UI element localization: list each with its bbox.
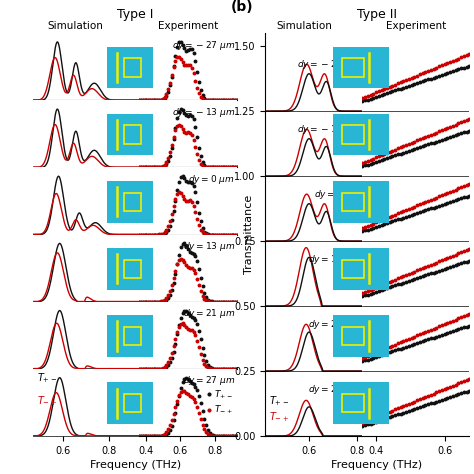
Text: Experiment: Experiment	[386, 21, 446, 31]
Text: $T_{-+}$: $T_{-+}$	[37, 394, 57, 408]
Text: $dy = -27$ μm: $dy = -27$ μm	[172, 38, 235, 52]
Text: $T_{+-}$: $T_{+-}$	[37, 371, 57, 385]
Text: Simulation: Simulation	[276, 21, 332, 31]
Text: $dy = 0$ μm: $dy = 0$ μm	[189, 173, 235, 186]
Text: $dy = 27$ μm: $dy = 27$ μm	[308, 383, 360, 396]
Text: $dy = 21$ μm: $dy = 21$ μm	[308, 318, 360, 331]
Text: $dy = -13$ μm: $dy = -13$ μm	[297, 123, 360, 136]
Text: $dy = -27$ μm: $dy = -27$ μm	[297, 58, 360, 71]
Text: Frequency (THz): Frequency (THz)	[90, 460, 181, 470]
Text: Experiment: Experiment	[158, 21, 218, 31]
Text: Type II: Type II	[357, 9, 397, 21]
Text: $dy = 21$ μm: $dy = 21$ μm	[183, 307, 235, 320]
Text: Transmittance: Transmittance	[244, 195, 254, 274]
Text: Frequency (THz): Frequency (THz)	[331, 460, 422, 470]
Text: Simulation: Simulation	[48, 21, 103, 31]
Text: $dy = 27$ μm: $dy = 27$ μm	[183, 374, 235, 387]
Text: $dy = -13$ μm: $dy = -13$ μm	[172, 106, 235, 118]
Text: $T_{-+}$: $T_{-+}$	[269, 410, 289, 424]
Text: $dy = 0$ μm: $dy = 0$ μm	[314, 188, 360, 201]
Text: (b): (b)	[230, 0, 253, 14]
Text: Type I: Type I	[117, 9, 153, 21]
Text: $T_{+-}$: $T_{+-}$	[269, 394, 289, 408]
Legend: $T_{+-}$, $T_{-+}$: $T_{+-}$, $T_{-+}$	[207, 389, 232, 416]
Text: $dy = 13$ μm: $dy = 13$ μm	[183, 240, 235, 253]
Text: $dy = 13$ μm: $dy = 13$ μm	[308, 253, 360, 266]
